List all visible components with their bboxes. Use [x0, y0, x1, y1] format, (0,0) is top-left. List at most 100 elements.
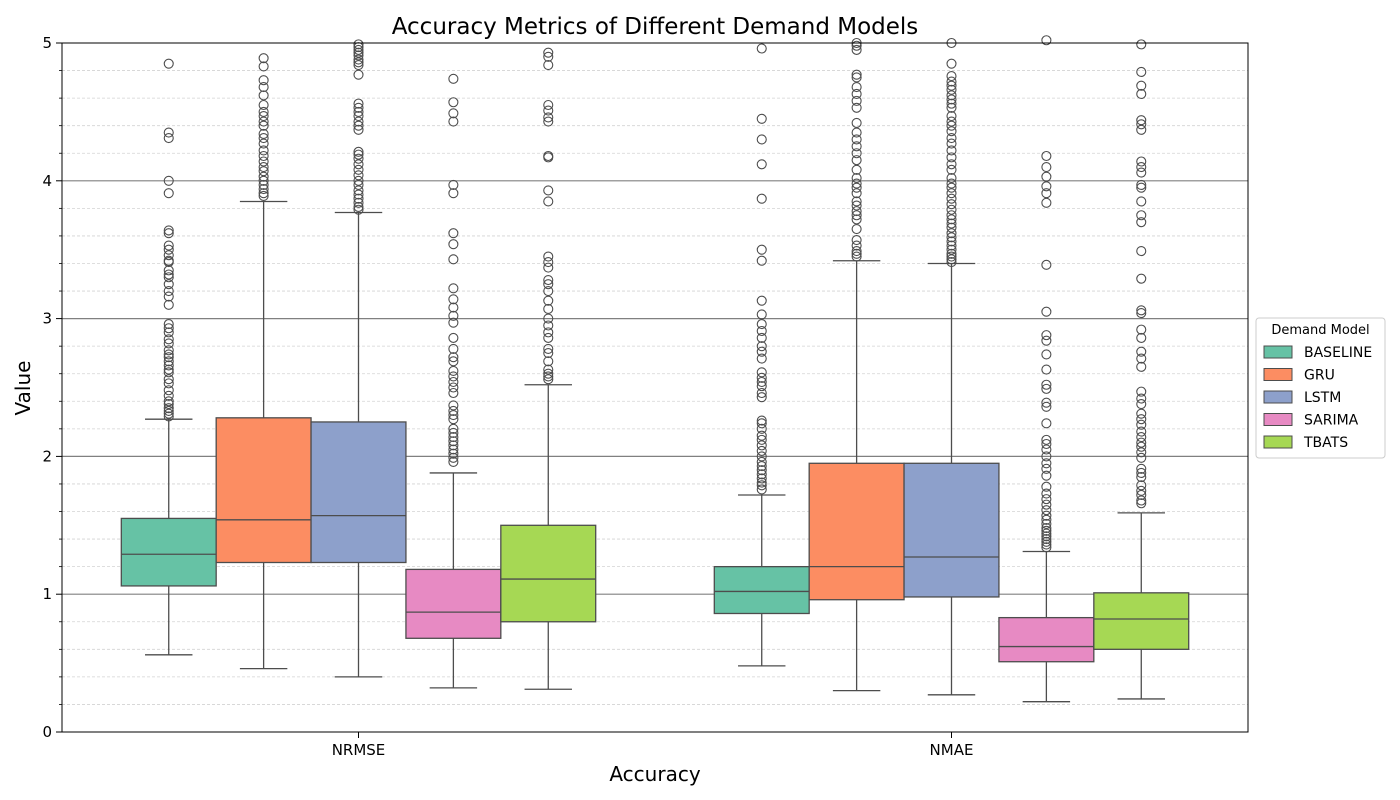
outlier-point — [448, 188, 459, 199]
outlier-point — [756, 460, 767, 472]
outlier-point — [756, 367, 767, 378]
outlier-point — [851, 155, 862, 166]
outlier-point — [353, 179, 364, 190]
outlier-point — [1041, 379, 1052, 390]
outlier-point — [163, 228, 174, 239]
outlier-point — [946, 76, 957, 87]
outlier-point — [756, 193, 767, 204]
outlier-point — [1041, 181, 1052, 192]
outlier-point — [756, 113, 767, 124]
outlier-point — [353, 54, 364, 65]
outlier-point — [258, 145, 269, 156]
outlier-point — [1041, 306, 1052, 317]
outlier-point — [163, 319, 174, 330]
legend-label-tbats: TBATS — [1303, 435, 1348, 451]
y-tick-label: 4 — [42, 172, 52, 190]
axes: 0 1 2 3 4 5 NRMSE NMAE — [42, 34, 1249, 759]
outlier-point — [756, 319, 767, 330]
outlier-point — [448, 410, 459, 421]
outlier-point — [756, 423, 767, 434]
outlier-point — [543, 51, 554, 62]
outlier-point — [448, 452, 459, 463]
outlier-point — [448, 356, 459, 367]
outlier-point — [448, 179, 459, 190]
outlier-point — [258, 175, 269, 186]
outlier-point — [448, 414, 459, 425]
outlier-point — [448, 365, 459, 377]
outlier-point — [1136, 179, 1147, 190]
iqr-box — [120, 517, 217, 587]
outlier-point — [353, 170, 364, 181]
outlier-point — [353, 98, 364, 109]
outlier-point — [1041, 401, 1052, 412]
outlier-point — [1041, 349, 1052, 360]
outlier-point — [163, 58, 174, 69]
outlier-point — [543, 279, 554, 290]
outlier-point — [756, 473, 767, 484]
outlier-point — [946, 90, 957, 101]
outlier-point — [543, 327, 554, 338]
legend-swatch-tbats — [1263, 435, 1293, 449]
outlier-point — [258, 166, 269, 177]
outlier-point — [946, 182, 957, 193]
iqr-box — [998, 616, 1095, 663]
outlier-point — [1136, 495, 1147, 506]
outlier-point — [1136, 447, 1147, 458]
outlier-point — [851, 95, 862, 106]
outlier-point — [1041, 488, 1052, 499]
outlier-point — [1136, 332, 1147, 343]
outlier-point — [448, 302, 459, 313]
outlier-point — [1041, 418, 1052, 429]
outlier-point — [353, 201, 364, 213]
outlier-point — [543, 313, 554, 324]
outlier-point — [1041, 470, 1052, 481]
outlier-point — [1136, 408, 1147, 419]
outlier-point — [163, 327, 174, 338]
outlier-point — [1136, 437, 1147, 448]
x-axis-label: Accuracy — [609, 762, 700, 786]
outlier-point — [163, 408, 174, 419]
outlier-point — [946, 204, 957, 215]
outlier-point — [1041, 335, 1052, 346]
outlier-point — [1041, 438, 1052, 450]
outlier-point — [946, 102, 957, 113]
outlier-point — [851, 117, 862, 128]
outlier-point — [756, 456, 767, 467]
outlier-point — [258, 53, 269, 64]
outlier-point — [946, 133, 957, 144]
outlier-point — [1136, 161, 1147, 173]
outlier-point — [543, 105, 554, 116]
outlier-point — [258, 161, 269, 173]
outlier-point — [756, 465, 767, 476]
outlier-point — [1041, 534, 1052, 545]
outlier-point — [1136, 489, 1147, 501]
outlier-point — [1136, 353, 1147, 364]
iqr-box — [903, 462, 1000, 598]
outlier-point — [353, 185, 364, 196]
outlier-point — [851, 40, 862, 51]
outlier-point — [163, 356, 174, 367]
outlier-point — [1136, 80, 1147, 91]
iqr-box — [215, 417, 312, 564]
outlier-point — [1041, 197, 1052, 208]
box-sarima-nmae — [998, 35, 1095, 703]
outlier-point — [353, 50, 364, 61]
outlier-point — [946, 222, 957, 233]
plot-frame — [61, 42, 1249, 733]
outlier-point — [946, 214, 957, 225]
outlier-point — [1136, 426, 1147, 437]
legend-label-gru: GRU — [1304, 368, 1335, 384]
outlier-point — [851, 188, 862, 199]
outlier-point — [258, 171, 269, 182]
outlier-point — [946, 159, 957, 170]
outlier-point — [163, 127, 174, 138]
outlier-point — [946, 138, 957, 149]
outlier-point — [946, 244, 957, 255]
outlier-point — [946, 210, 957, 221]
outlier-point — [1136, 480, 1147, 491]
outlier-point — [946, 218, 957, 229]
outlier-point — [163, 334, 174, 345]
outlier-point — [163, 250, 174, 261]
outlier-point — [543, 320, 554, 331]
